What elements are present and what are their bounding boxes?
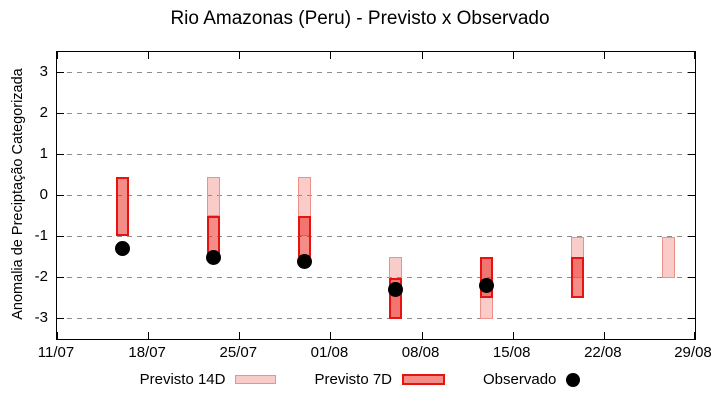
y-axis-tick <box>57 318 64 319</box>
legend-item-previsto-7d: Previsto 7D <box>314 371 446 388</box>
x-axis-tick <box>421 52 423 59</box>
previsto-14d-bar <box>206 177 220 216</box>
x-tick-label: 08/08 <box>401 344 440 361</box>
y-tick-label: 1 <box>39 144 48 162</box>
x-axis-tick <box>239 52 241 59</box>
previsto-14d-swatch <box>235 375 277 384</box>
gridline <box>57 72 695 73</box>
previsto-7d-bar <box>571 257 585 298</box>
chart-title: Rio Amazonas (Peru) - Previsto x Observa… <box>170 8 550 29</box>
previsto-7d-bar <box>297 216 311 257</box>
x-axis-tick <box>57 52 58 59</box>
y-axis-tick <box>688 277 695 278</box>
legend: Previsto 14D Previsto 7D Observado <box>0 371 720 388</box>
previsto-7d-bar <box>115 177 129 237</box>
y-tick-label: -3 <box>34 308 48 326</box>
y-tick-label: -1 <box>34 226 48 244</box>
previsto-7d-swatch <box>402 374 446 385</box>
x-axis-tick <box>330 52 332 59</box>
legend-label-previsto-14d: Previsto 14D <box>139 371 226 388</box>
y-axis-tick <box>57 236 64 237</box>
previsto-14d-bar <box>662 236 676 278</box>
x-axis-tick <box>694 52 695 59</box>
legend-label-previsto-7d: Previsto 7D <box>314 371 393 388</box>
y-axis-tick <box>57 113 64 114</box>
x-axis-tick <box>330 332 332 339</box>
legend-item-observado: Observado <box>483 371 581 388</box>
observado-dot <box>114 241 130 257</box>
x-tick-label: 01/08 <box>310 344 349 361</box>
x-axis-tick <box>694 332 695 339</box>
y-axis-tick <box>688 154 695 155</box>
y-axis-tick <box>57 195 64 196</box>
x-tick-label: 11/07 <box>37 344 75 361</box>
x-axis-tick <box>512 52 514 59</box>
gridline <box>57 236 695 237</box>
observado-dot <box>479 278 495 294</box>
y-axis-tick <box>57 154 64 155</box>
y-axis-tick <box>688 72 695 73</box>
gridline <box>57 154 695 155</box>
y-tick-label: 0 <box>39 185 48 203</box>
plot-area <box>56 51 696 340</box>
x-axis-tick <box>421 332 423 339</box>
y-tick-label: -2 <box>34 267 48 285</box>
x-tick-label: 18/07 <box>128 344 166 361</box>
x-axis-tick <box>239 332 241 339</box>
x-axis-tick <box>148 332 150 339</box>
x-tick-label: 25/07 <box>219 344 258 361</box>
gridline <box>57 113 695 114</box>
y-axis-tick <box>688 236 695 237</box>
legend-item-previsto-14d: Previsto 14D <box>140 371 277 388</box>
y-axis-tick <box>688 318 695 319</box>
y-axis-tick <box>57 277 64 278</box>
x-axis-tick <box>148 52 150 59</box>
gridline <box>57 277 695 278</box>
y-axis-tick <box>688 113 695 114</box>
x-tick-label: 22/08 <box>584 344 622 361</box>
legend-label-observado: Observado <box>483 371 557 388</box>
observado-dot <box>205 249 221 265</box>
x-axis-tick <box>603 52 605 59</box>
x-axis-tick <box>512 332 514 339</box>
observado-dot <box>296 253 312 269</box>
x-tick-label: 29/08 <box>674 344 712 361</box>
gridline <box>57 318 695 319</box>
x-tick-label: 15/08 <box>492 344 531 361</box>
observado-dot <box>388 282 404 298</box>
y-tick-label: 3 <box>39 62 48 80</box>
x-axis-tick <box>603 332 605 339</box>
y-axis-tick <box>688 195 695 196</box>
observado-dot-icon <box>566 372 581 387</box>
x-axis-tick <box>57 332 58 339</box>
y-axis-tick <box>57 72 64 73</box>
gridline <box>57 195 695 196</box>
y-tick-label: 2 <box>39 103 48 121</box>
